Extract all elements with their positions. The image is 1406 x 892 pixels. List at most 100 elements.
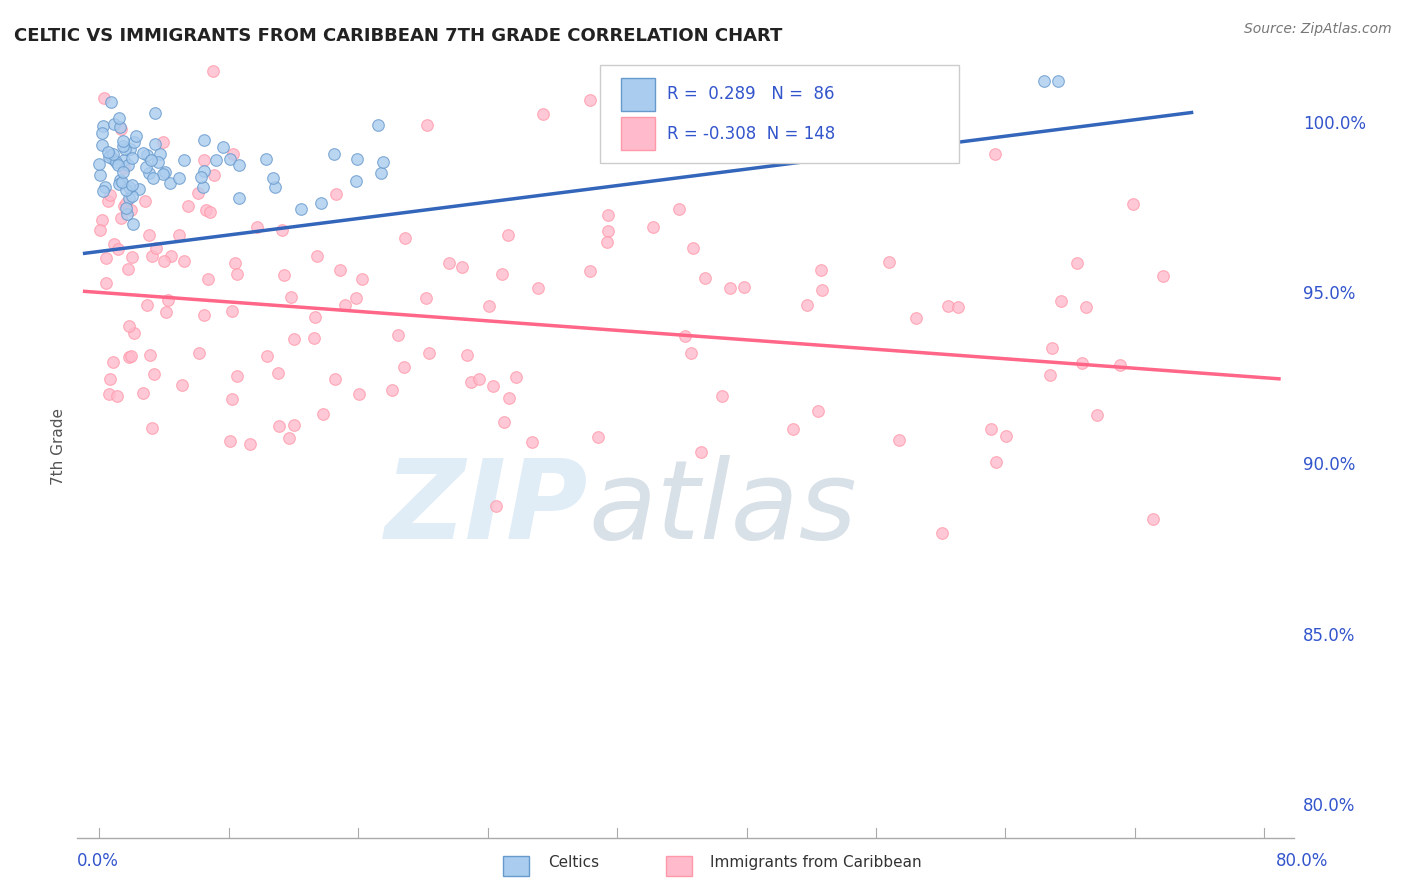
Point — [690, 445, 713, 459]
Point — [302, 331, 325, 345]
Point — [122, 326, 145, 340]
Point — [267, 366, 290, 380]
Point — [1040, 341, 1063, 355]
Point — [108, 120, 131, 134]
Bar — [666, 856, 692, 876]
Point — [451, 260, 474, 274]
Text: Celtics: Celtics — [548, 855, 599, 870]
Point — [120, 203, 142, 218]
Point — [225, 267, 247, 281]
Point — [889, 433, 911, 447]
Point — [370, 166, 392, 180]
Point — [931, 525, 953, 540]
Text: CELTIC VS IMMIGRANTS FROM CARIBBEAN 7TH GRADE CORRELATION CHART: CELTIC VS IMMIGRANTS FROM CARIBBEAN 7TH … — [14, 27, 782, 45]
Point — [121, 178, 143, 193]
Point — [394, 231, 416, 245]
Point — [155, 305, 177, 319]
Point — [107, 242, 129, 256]
Point — [100, 372, 122, 386]
Point — [344, 291, 367, 305]
Point — [91, 138, 114, 153]
Point — [280, 290, 302, 304]
Point — [1047, 74, 1070, 88]
Point — [262, 170, 284, 185]
Point — [202, 63, 225, 78]
Point — [98, 387, 121, 401]
Point — [108, 172, 131, 186]
Point — [1085, 409, 1108, 423]
Point — [205, 153, 228, 167]
Point — [346, 152, 368, 166]
Point — [239, 436, 262, 450]
Point — [818, 128, 841, 143]
Point — [190, 169, 212, 184]
Point — [187, 346, 209, 360]
Point — [381, 383, 404, 397]
Point — [138, 227, 160, 242]
Point — [193, 164, 215, 178]
Point — [89, 223, 111, 237]
Point — [782, 422, 804, 436]
Point — [105, 389, 128, 403]
Y-axis label: 7th Grade: 7th Grade — [51, 408, 66, 484]
Point — [228, 191, 250, 205]
Point — [97, 194, 120, 208]
Point — [141, 249, 163, 263]
Point — [114, 201, 136, 215]
Point — [122, 135, 145, 149]
Point — [101, 152, 124, 166]
Point — [212, 140, 235, 154]
Point — [810, 263, 832, 277]
Point — [148, 155, 170, 169]
Point — [167, 227, 190, 242]
Point — [191, 179, 214, 194]
Point — [844, 125, 866, 139]
Point — [195, 203, 218, 218]
Point — [112, 161, 135, 176]
FancyBboxPatch shape — [600, 65, 959, 163]
Point — [1033, 74, 1056, 88]
Point — [193, 308, 215, 322]
Point — [1038, 368, 1060, 383]
Point — [228, 158, 250, 172]
Point — [367, 118, 389, 132]
Point — [304, 310, 326, 324]
Point — [118, 142, 141, 156]
Point — [170, 377, 193, 392]
Point — [456, 348, 478, 362]
Point — [112, 153, 135, 167]
Point — [226, 369, 249, 384]
Bar — [621, 117, 655, 150]
Point — [125, 129, 148, 144]
Point — [335, 298, 357, 312]
Point — [325, 186, 347, 201]
Point — [868, 74, 890, 88]
Point — [283, 332, 305, 346]
Point — [136, 298, 159, 312]
Point — [491, 268, 513, 282]
Point — [668, 202, 690, 216]
Point — [104, 154, 127, 169]
Point — [94, 252, 117, 266]
Point — [153, 254, 176, 268]
Point — [496, 228, 519, 243]
Point — [416, 118, 439, 132]
Text: ZIP: ZIP — [385, 455, 588, 562]
Point — [267, 419, 290, 434]
Point — [664, 63, 686, 78]
Point — [111, 175, 134, 189]
Point — [141, 153, 163, 168]
Point — [117, 158, 139, 172]
Point — [143, 136, 166, 151]
Point — [693, 270, 716, 285]
Point — [323, 372, 346, 386]
Point — [114, 142, 136, 156]
Point — [946, 300, 969, 314]
Point — [221, 392, 243, 407]
Point — [290, 202, 312, 217]
Point — [224, 256, 246, 270]
Point — [159, 176, 181, 190]
Point — [596, 207, 619, 221]
Point — [749, 144, 772, 158]
Point — [219, 153, 242, 167]
